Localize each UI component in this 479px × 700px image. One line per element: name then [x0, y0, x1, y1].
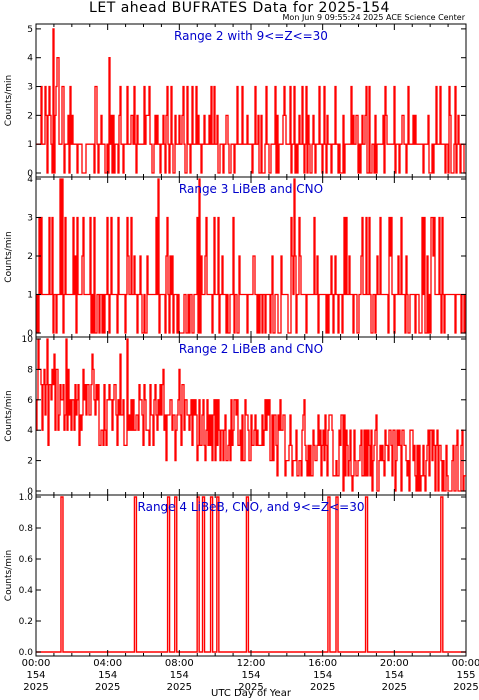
panel-frame [35, 494, 467, 657]
x-axis-label: UTC Day of Year [211, 688, 292, 699]
chart-panel-4: 0.0 0.2 0.4 0.6 0.8 1.0 Counts/min Range 4 LiBe… [4, 493, 467, 658]
y-tick-label: 0.6 [19, 555, 34, 565]
y-axis-label: Counts/min [4, 550, 14, 601]
y-tick-label: 10 [22, 335, 34, 345]
chart-panel-1: 0 1 2 3 4 5 Counts/min Range 2 with 9<=Z<=30 [4, 23, 467, 179]
x-tick-label: 2025 [95, 682, 120, 693]
y-tick-label: 2 [27, 457, 33, 467]
y-axis-label: Counts/min [4, 231, 14, 282]
x-tick-label: 154 [98, 670, 117, 681]
y-tick-label: 2 [27, 252, 33, 262]
x-tick-label: 00:00 [22, 658, 51, 669]
y-tick-label: 0.2 [19, 617, 33, 627]
y-axis-label: Counts/min [4, 75, 14, 126]
y-tick-label: 6 [27, 396, 33, 406]
y-tick-label: 0 [27, 169, 33, 179]
panel-title: Range 2 with 9<=Z<=30 [174, 29, 328, 43]
data-series-trace [36, 496, 466, 653]
chart-panel-2: 0 1 2 3 4 Counts/min Range 3 LiBeB and CNO [4, 175, 467, 339]
x-tick-label: 155 [456, 670, 475, 681]
y-tick-label: 4 [27, 426, 33, 436]
x-tick-label: 2025 [167, 682, 192, 693]
x-tick-label: 154 [385, 670, 404, 681]
y-tick-label: 2 [27, 111, 33, 121]
x-tick-label: 08:00 [165, 658, 194, 669]
x-tick-label: 2025 [310, 682, 335, 693]
x-tick-label: 154 [170, 670, 189, 681]
y-tick-label: 0.4 [19, 586, 34, 596]
x-tick-label: 00:00 [452, 658, 479, 669]
y-tick-label: 8 [27, 365, 33, 375]
panel-title: Range 3 LiBeB and CNO [179, 182, 323, 196]
x-tick-label: 2025 [453, 682, 478, 693]
y-tick-label: 0 [27, 487, 33, 497]
y-tick-label: 3 [27, 83, 33, 93]
y-axis-label: Counts/min [4, 390, 14, 441]
panel-title: Range 2 LiBeB and CNO [179, 342, 323, 356]
x-tick-label: 04:00 [93, 658, 122, 669]
panel-title: Range 4 LiBeB, CNO, and 9<=Z<=30 [138, 500, 365, 514]
chart-panel-3: 0 2 4 6 8 10 Counts/min Range 2 LiBeB and CNO [4, 335, 467, 497]
x-tick-label: 12:00 [237, 658, 266, 669]
x-tick-label: 154 [241, 670, 260, 681]
x-tick-label: 16:00 [308, 658, 337, 669]
x-tick-labels: 00:00154202504:00154202508:00154202512:0… [22, 658, 479, 693]
panel-frame [35, 23, 467, 178]
y-tick-label: 0.0 [19, 648, 34, 658]
y-tick-label: 3 [27, 214, 33, 224]
data-series-trace [36, 28, 466, 174]
timestamp: Mon Jun 9 09:55:24 2025 ACE Science Cent… [282, 13, 465, 22]
y-tick-label: 1.0 [19, 493, 34, 503]
x-tick-label: 2025 [238, 682, 263, 693]
y-tick-label: 4 [27, 175, 33, 185]
data-series-trace [36, 178, 466, 334]
x-tick-label: 2025 [382, 682, 407, 693]
y-tick-label: 1 [27, 140, 33, 150]
y-tick-label: 4 [27, 54, 33, 64]
y-tick-label: 5 [27, 25, 33, 35]
y-tick-label: 0 [27, 329, 33, 339]
x-tick-label: 20:00 [380, 658, 409, 669]
data-series-trace [36, 338, 466, 492]
y-tick-label: 1 [27, 291, 33, 301]
x-tick-label: 154 [26, 670, 45, 681]
y-tick-label: 0.8 [19, 524, 34, 534]
x-tick-label: 2025 [23, 682, 48, 693]
page-title: LET ahead BUFRATES Data for 2025-154 [89, 0, 390, 16]
x-tick-label: 154 [313, 670, 332, 681]
